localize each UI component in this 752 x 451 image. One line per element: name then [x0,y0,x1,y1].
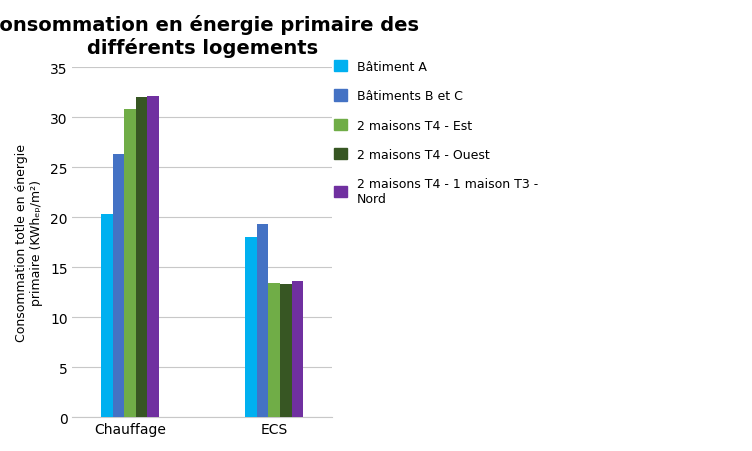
Y-axis label: Consommation totle en énergie
primaire (KWhₑₚ/m²): Consommation totle en énergie primaire (… [15,144,43,341]
Bar [147,97,159,417]
Bar [257,225,268,417]
Bar [292,281,303,417]
Bar [124,110,136,417]
Title: Consommation en énergie primaire des
différents logements: Consommation en énergie primaire des dif… [0,15,419,58]
Bar [136,98,147,417]
Legend: Bâtiment A, Bâtiments B et C, 2 maisons T4 - Est, 2 maisons T4 - Ouest, 2 maison: Bâtiment A, Bâtiments B et C, 2 maisons … [335,61,538,206]
Bar [102,215,113,417]
Bar [280,285,292,417]
Bar [268,284,280,417]
Bar [113,155,124,417]
Bar [245,238,257,417]
